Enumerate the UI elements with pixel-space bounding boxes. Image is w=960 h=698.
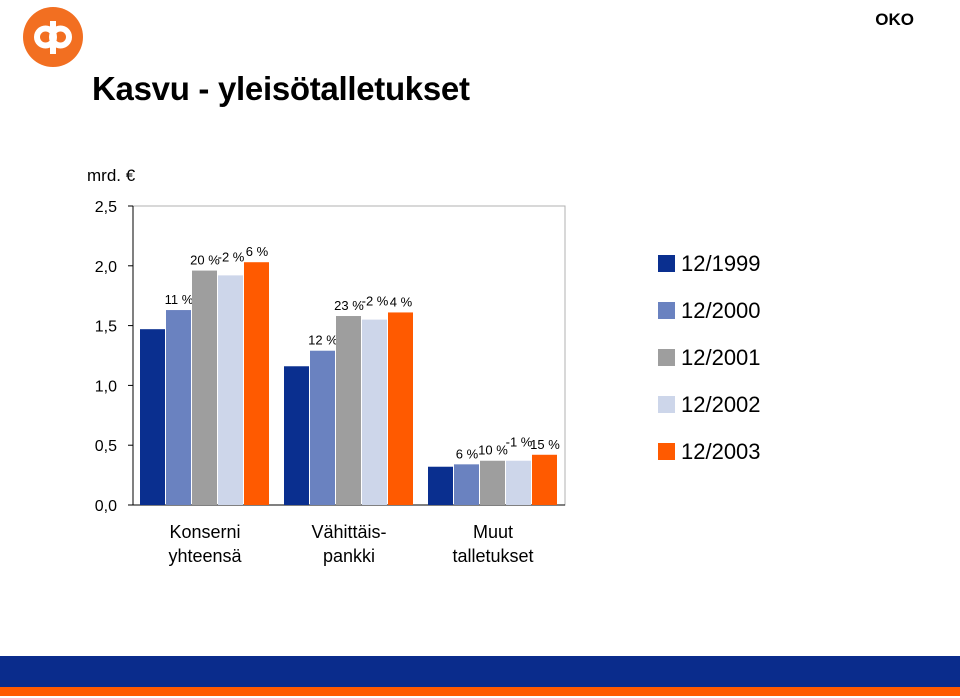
legend-label-2000: 12/2000 <box>681 297 761 323</box>
page-title: Kasvu - yleisötalletukset <box>92 70 470 107</box>
bar <box>532 454 557 505</box>
bar <box>336 316 361 505</box>
legend-item-2002: 12/2002 <box>658 381 918 428</box>
footer-accent-line <box>0 687 960 696</box>
bar <box>454 464 479 505</box>
bar-data-label: 6 % <box>246 244 269 259</box>
brand-name: OKO <box>875 10 914 29</box>
legend-item-1999: 12/1999 <box>658 240 918 287</box>
bar <box>192 270 217 505</box>
y-tick-label: 0,0 <box>95 498 117 515</box>
bar <box>140 329 165 505</box>
y-tick-label: 1,5 <box>95 319 117 336</box>
legend-item-2000: 12/2000 <box>658 287 918 334</box>
y-tick-label: 2,5 <box>95 199 117 216</box>
category-label: talletukset <box>452 546 533 566</box>
chart-legend: 12/1999 12/2000 12/2001 12/2002 12/2003 <box>658 240 918 475</box>
legend-label-1999: 12/1999 <box>681 250 761 276</box>
bar-data-label: 12 % <box>308 333 338 348</box>
bar-data-label: -2 % <box>218 249 245 264</box>
op-logo-icon <box>23 7 83 67</box>
y-tick-label: 2,0 <box>95 259 117 276</box>
legend-label-2001: 12/2001 <box>681 344 761 370</box>
legend-label-2003: 12/2003 <box>681 438 761 464</box>
bar-data-label: 6 % <box>456 446 479 461</box>
bar <box>166 310 191 505</box>
legend-swatch-2001 <box>658 349 675 366</box>
bar <box>218 275 243 505</box>
category-label: Muut <box>473 522 513 542</box>
bar-data-label: -1 % <box>506 435 533 450</box>
bar-data-label: 23 % <box>334 298 364 313</box>
bar-data-label: 15 % <box>530 437 560 452</box>
legend-swatch-2002 <box>658 396 675 413</box>
y-axis-unit: mrd. € <box>87 166 136 185</box>
bar <box>284 366 309 505</box>
bar-data-label: 10 % <box>478 443 508 458</box>
category-label: Vähittäis- <box>311 522 386 542</box>
legend-label-2002: 12/2002 <box>681 391 761 417</box>
bar-data-label: 11 % <box>165 292 194 307</box>
bar-data-label: 20 % <box>190 253 220 268</box>
footer-band <box>0 656 960 687</box>
category-label: Konserni <box>169 522 240 542</box>
legend-swatch-1999 <box>658 255 675 272</box>
legend-swatch-2003 <box>658 443 675 460</box>
bar-data-label: -2 % <box>362 294 389 309</box>
bar <box>480 460 505 505</box>
y-tick-label: 0,5 <box>95 438 117 455</box>
category-label: pankki <box>323 546 375 566</box>
bar <box>244 262 269 505</box>
y-tick-label: 1,0 <box>95 378 117 395</box>
bar <box>428 466 453 505</box>
legend-item-2003: 12/2003 <box>658 428 918 475</box>
bar <box>310 350 335 505</box>
bar <box>388 312 413 505</box>
legend-swatch-2000 <box>658 302 675 319</box>
legend-item-2001: 12/2001 <box>658 334 918 381</box>
bar <box>506 460 531 505</box>
category-label: yhteensä <box>168 546 242 566</box>
bar-data-label: 4 % <box>390 294 413 309</box>
bar <box>362 319 387 505</box>
